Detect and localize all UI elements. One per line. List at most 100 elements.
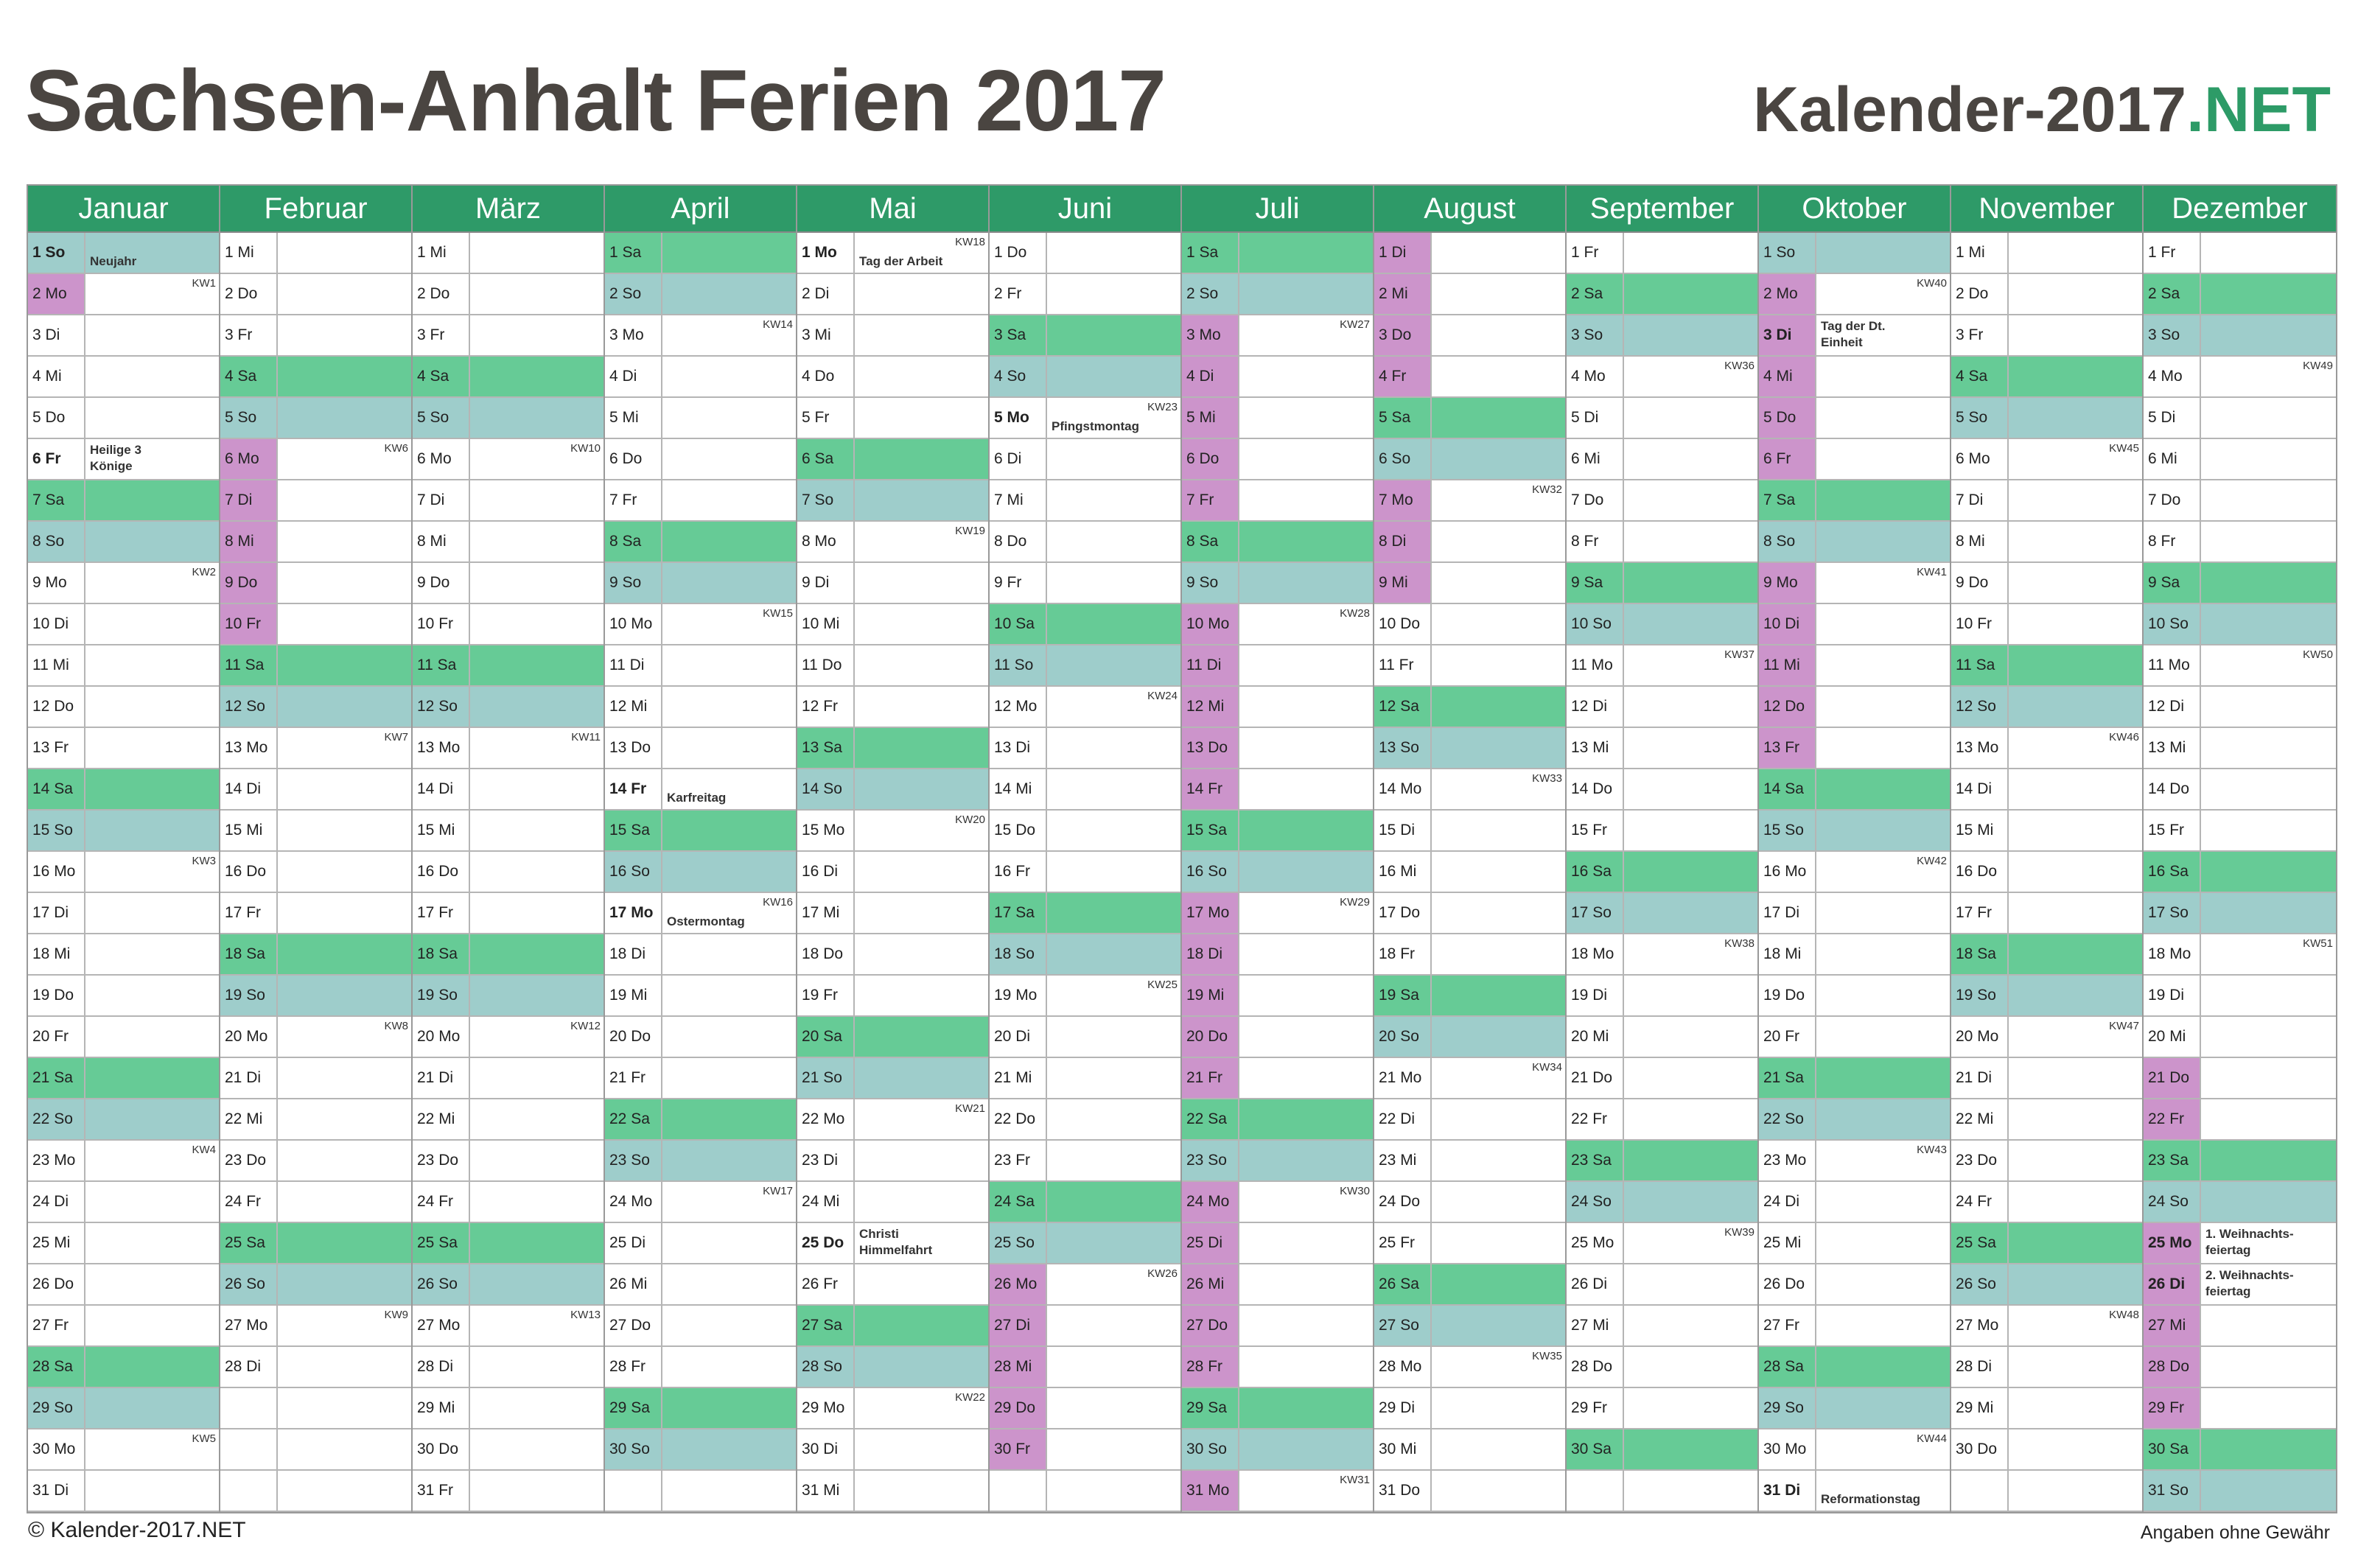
day-label: 12 So [220,687,278,727]
day-note-area [85,728,219,768]
day-label: 20 Fr [28,1017,85,1057]
day-note-area [2201,274,2336,314]
month-header: August [1374,186,1565,233]
day-note-area [1239,274,1373,314]
week-number: KW44 [1917,1432,1947,1445]
day-label: 9 So [605,563,662,603]
day-row: 1 Mi [1951,233,2142,274]
day-label: 24 Di [28,1182,85,1222]
day-label: 27 Di [990,1306,1047,1345]
day-note-area: 1. Weihnachts- feiertag [2201,1223,2336,1263]
day-row: 7 Mo KW32 [1374,480,1565,522]
day-row: 20 Do [605,1017,796,1058]
day-row: 14 Fr [1182,769,1373,811]
day-label: 12 Mo [990,687,1047,727]
day-row: 2 Sa [1567,274,1757,315]
day-label: 9 Do [413,563,470,603]
day-row: 10 Mo KW15 [605,604,796,645]
day-note-area: KW51 [2201,934,2336,974]
day-label: 11 So [990,645,1047,685]
day-label: 7 Di [1951,480,2009,520]
day-note-area [662,1306,796,1345]
day-label: 12 Do [28,687,85,727]
day-label: 26 Di [1567,1264,1624,1304]
day-label: 27 Fr [28,1306,85,1345]
day-row: 25 Di [1182,1223,1373,1264]
day-note-area: KW49 [2201,357,2336,396]
day-row: 7 Di [1951,480,2142,522]
day-note-area [1816,645,1950,685]
day-row: 16 Do [413,852,604,893]
day-label: 14 Di [220,769,278,809]
day-label: 30 Sa [1567,1429,1624,1469]
day-row: 25 Di [605,1223,796,1264]
day-label: 4 Do [797,357,855,396]
day-label: 16 Fr [990,852,1047,892]
month-column: November 1 Mi 2 Do 3 Fr 4 Sa 5 So 6 Mo KW45 7 Di… [1951,186,2144,1512]
day-row: 7 Fr [1182,480,1373,522]
day-label: 23 Mo [1759,1141,1816,1180]
day-row: 19 Mi [1182,976,1373,1017]
day-note-area [662,1099,796,1139]
day-note-area [1047,439,1180,479]
day-note-area [470,1099,604,1139]
day-row: 15 Fr [1567,811,1757,852]
day-row: 1 Do [990,233,1180,274]
day-note-area: 2. Weihnachts- feiertag [2201,1264,2336,1304]
day-note-area [470,398,604,438]
day-note-area [1816,233,1950,273]
day-row: 28 Mo KW35 [1374,1347,1565,1388]
day-label: 21 Sa [28,1058,85,1098]
day-note-area [470,274,604,314]
day-row: 11 Mi [1759,645,1950,687]
day-label: 8 Sa [605,522,662,561]
day-label: 25 Do [797,1223,855,1263]
day-note-area [2201,604,2336,644]
day-label: 9 Do [220,563,278,603]
week-number: KW45 [2109,442,2139,455]
day-note-area [85,398,219,438]
day-note-area [662,563,796,603]
day-label: 28 Mo [1374,1347,1432,1387]
copyright: © Kalender-2017.NET [28,1518,246,1542]
day-label: 13 Fr [28,728,85,768]
day-row: 15 Sa [605,811,796,852]
day-row: 9 Do [1951,563,2142,604]
day-row: 23 Mi [1374,1141,1565,1182]
day-label: 21 Do [1567,1058,1624,1098]
day-note-area: Pfingstmontag KW23 [1047,398,1180,438]
day-note-area [1432,1264,1565,1304]
day-label: 22 Mi [413,1099,470,1139]
day-label: 8 Fr [1567,522,1624,561]
day-label: 21 Fr [1182,1058,1239,1098]
day-row: 7 Sa [1759,480,1950,522]
day-note-area: KW11 [470,728,604,768]
day-note-area [2009,233,2142,273]
day-note-area [470,687,604,727]
day-note-area [1047,1429,1180,1469]
day-row: 16 Sa [2144,852,2336,893]
day-note-area [662,1264,796,1304]
month-header: Dezember [2144,186,2336,233]
day-label: 25 Sa [1951,1223,2009,1263]
day-note-area [1432,274,1565,314]
day-note-area [2201,1429,2336,1469]
day-label: 30 Mi [1374,1429,1432,1469]
day-label: 10 Di [1759,604,1816,644]
day-label: 27 Do [605,1306,662,1345]
day-row: 9 Mo KW41 [1759,563,1950,604]
brand-logo: Kalender-2017.NET [1753,78,2331,141]
day-row: 23 So [1182,1141,1373,1182]
day-label: 1 Mo [797,233,855,273]
day-note-area [1624,1058,1757,1098]
day-note-area [470,934,604,974]
day-label: 29 Mo [797,1388,855,1428]
day-note-area [2201,811,2336,850]
day-row: 19 Sa [1374,976,1565,1017]
day-label: 29 Sa [1182,1388,1239,1428]
day-row: 2 Do [1951,274,2142,315]
day-label: 21 Do [2144,1058,2201,1098]
day-row: 6 Fr Heilige 3 Könige [28,439,219,480]
day-label: 18 Sa [220,934,278,974]
day-row: 25 So [990,1223,1180,1264]
